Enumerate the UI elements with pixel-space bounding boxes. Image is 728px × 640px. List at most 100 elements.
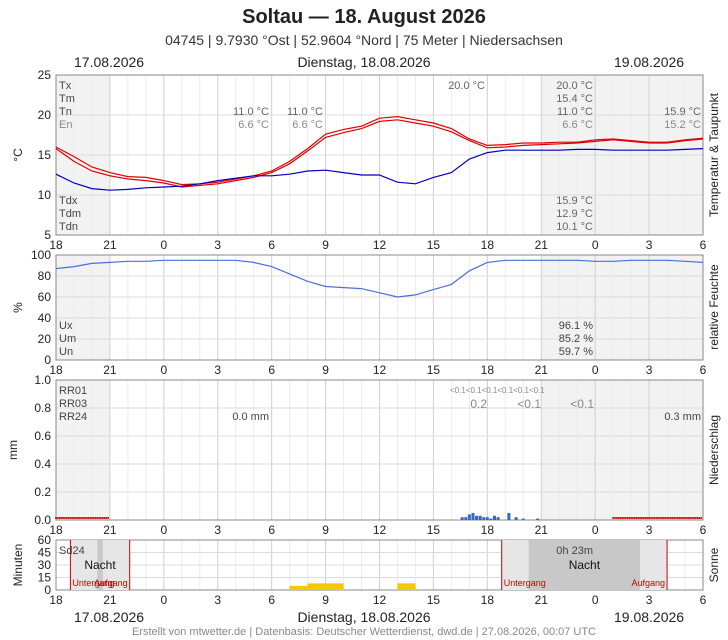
dry-dot — [675, 517, 678, 519]
dry-dot — [107, 517, 110, 519]
dry-dot — [101, 517, 104, 519]
dry-dot — [680, 517, 683, 519]
y-tick-label: 80 — [38, 269, 52, 283]
legend-tm: Tm — [59, 93, 75, 105]
dry-dot — [639, 517, 642, 519]
x-tick-label: 18 — [49, 238, 63, 252]
precip-bar — [464, 517, 468, 520]
dry-dot — [96, 517, 99, 519]
series-line-um — [55, 259, 704, 298]
y-tick-label: 0 — [44, 353, 51, 367]
dry-dot — [700, 517, 703, 519]
x-tick-label: 0 — [592, 363, 599, 377]
sunshine-bar — [307, 583, 326, 590]
dry-dot — [72, 517, 75, 519]
y-tick-label: 15 — [38, 148, 52, 162]
stat-tn: 11.0 °C — [557, 106, 593, 118]
dry-dot — [103, 517, 106, 519]
y-tick-label: 0.2 — [34, 485, 51, 499]
dry-dot — [651, 517, 654, 519]
dry-dot — [662, 517, 665, 519]
dry-dot — [90, 517, 93, 519]
x-tick-label: 12 — [373, 593, 387, 607]
dry-dot — [80, 517, 83, 519]
legend-rr03: RR03 — [59, 398, 87, 410]
dry-dot — [63, 517, 66, 519]
y-tick-label: 25 — [38, 68, 52, 82]
dry-dot — [56, 517, 59, 519]
legend-un: Un — [59, 346, 73, 358]
x-tick-label: 0 — [160, 593, 167, 607]
precip-bar — [514, 517, 518, 520]
dry-dot — [657, 517, 660, 519]
dry-dot — [694, 517, 697, 519]
dry-dot — [626, 517, 629, 519]
x-tick-label: 21 — [103, 363, 117, 377]
stat-rr24-1: 0.0 mm — [232, 411, 269, 423]
dry-dot — [693, 517, 696, 519]
x-tick-label: 21 — [103, 593, 117, 607]
y-axis-label: mm — [6, 440, 20, 460]
dry-dot — [631, 517, 634, 519]
x-tick-label: 3 — [646, 523, 653, 537]
dry-dot — [628, 517, 631, 519]
x-tick-label: 3 — [214, 363, 221, 377]
x-tick-label: 15 — [427, 593, 441, 607]
sunrise-label: Aufgang — [632, 578, 666, 588]
night-label: Nacht — [569, 558, 601, 572]
dry-dot — [691, 517, 694, 519]
x-tick-label: 18 — [481, 363, 495, 377]
sunshine-bar — [397, 583, 416, 590]
dry-dot — [94, 517, 97, 519]
dry-dot — [633, 517, 636, 519]
precip-bar — [475, 515, 479, 520]
legend-tx: Tx — [59, 80, 72, 92]
y-tick-label: 60 — [38, 290, 52, 304]
legend-um: Um — [59, 333, 76, 345]
x-tick-label: 18 — [481, 238, 495, 252]
x-tick-label: 12 — [373, 363, 387, 377]
stat-en-right: 15.2 °C — [664, 119, 701, 131]
x-tick-label: 0 — [160, 238, 167, 252]
plot-frame — [55, 74, 704, 236]
sunshine-bar — [325, 583, 344, 590]
dry-dot — [617, 517, 620, 519]
night-core — [97, 540, 103, 590]
x-tick-label: 9 — [322, 238, 329, 252]
date-right-top: 19.08.2026 — [614, 54, 685, 70]
x-tick-label: 21 — [103, 238, 117, 252]
dry-dot — [85, 517, 88, 519]
x-tick-label: 0 — [592, 238, 599, 252]
x-tick-label: 21 — [535, 238, 549, 252]
dry-dot — [644, 517, 647, 519]
precip-bar — [489, 518, 493, 520]
x-tick-label: 15 — [427, 363, 441, 377]
x-tick-label: 3 — [214, 523, 221, 537]
dry-dot — [62, 517, 65, 519]
stat-en-1b: 6.6 °C — [292, 119, 323, 131]
dry-dot — [637, 517, 640, 519]
stat-rr03-b: <0.1 — [517, 397, 541, 411]
x-tick-label: 0 — [160, 363, 167, 377]
y-tick-label: 20 — [38, 108, 52, 122]
y-tick-label: 0.0 — [34, 513, 51, 527]
x-tick-label: 3 — [646, 363, 653, 377]
dry-dot — [642, 517, 645, 519]
y-tick-label: 100 — [31, 248, 51, 262]
night-shade — [56, 255, 110, 360]
sunset-label: Untergang — [504, 578, 546, 588]
dry-dot — [98, 517, 101, 519]
legend-en: En — [59, 119, 72, 131]
dry-dot — [92, 517, 95, 519]
dry-dot — [65, 517, 68, 519]
precip-bar — [496, 517, 500, 520]
series-line-tm — [55, 119, 704, 188]
stat-rr03-a: 0.2 — [470, 397, 487, 411]
stat-rr01: <0.1<0.1<0.1<0.1<0.1<0.1 — [450, 386, 545, 395]
x-tick-label: 21 — [103, 523, 117, 537]
x-tick-label: 6 — [268, 523, 275, 537]
y-tick-label: 30 — [38, 558, 52, 572]
x-tick-label: 12 — [373, 523, 387, 537]
stat-en-1: 6.6 °C — [238, 119, 269, 131]
dry-dot — [71, 517, 74, 519]
